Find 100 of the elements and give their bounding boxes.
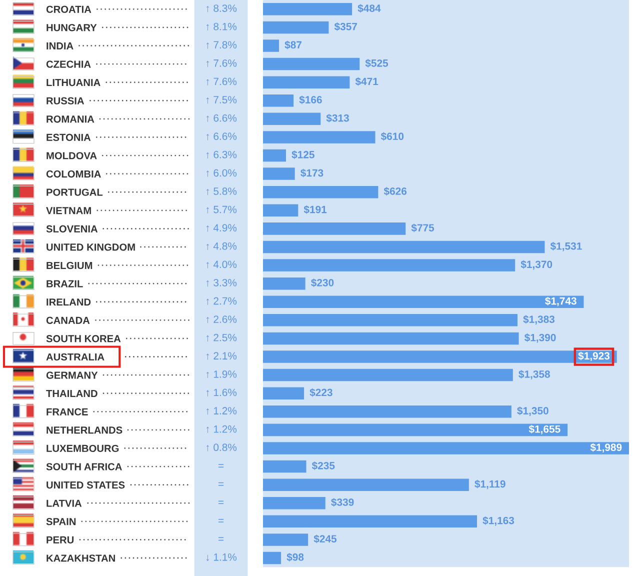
y-tick-label: HUNGARY [46, 24, 97, 32]
data-label: $191 [304, 205, 327, 214]
bar [263, 186, 378, 198]
bar [263, 3, 352, 16]
y2-tick-label: = [218, 464, 224, 468]
y2-tick-label: = [218, 500, 224, 504]
y2-tick-label: ↑ 7.6% [206, 59, 237, 68]
bar [263, 76, 350, 88]
data-label: $339 [331, 498, 354, 507]
y-tick-label: LATVIA [46, 500, 82, 507]
y-tick-label: PORTUGAL [46, 188, 103, 196]
y-tick-label: UNITED KINGDOM [46, 244, 135, 251]
data-label: $230 [311, 278, 334, 288]
y-tick-label: INDIA [46, 42, 74, 50]
data-label: $357 [334, 22, 357, 31]
y2-tick-label: ↑ 1.9% [206, 370, 237, 378]
y-tick-label: SPAIN [46, 518, 76, 526]
bar [263, 424, 568, 436]
y-tick-label: CROATIA [46, 6, 92, 13]
y-tick-label: RUSSIA [46, 97, 84, 104]
bar [263, 277, 306, 290]
y-tick-label: AUSTRALIA [46, 353, 104, 361]
y2-tick-label: ↑ 6.6% [206, 114, 237, 122]
y2-tick-label: ↑ 5.8% [206, 188, 237, 196]
y-tick-label: SOUTH AFRICA [46, 463, 122, 470]
data-label: $1,655 [528, 424, 560, 434]
y2-tick-label: ↑ 2.6% [206, 316, 237, 324]
y-tick-label: GERMANY [46, 372, 98, 379]
y-tick-label: LITHUANIA [46, 79, 100, 86]
data-label: $1,350 [517, 406, 548, 416]
bar [263, 478, 469, 491]
y2-tick-label: ↑ 5.7% [206, 206, 237, 214]
y-tick-label: BRAZIL [46, 280, 83, 288]
y2-tick-label: ↑ 7.5% [206, 96, 237, 104]
y2-tick-label: ↑ 4.9% [206, 224, 237, 232]
y-tick-label: PERU [46, 536, 74, 544]
data-label: $245 [314, 534, 337, 544]
bar [263, 222, 406, 235]
data-label: $125 [292, 150, 314, 159]
y2-tick-label: ↑ 2.1% [206, 352, 237, 360]
data-label: $166 [299, 96, 322, 104]
y-tick-label: CZECHIA [46, 60, 91, 68]
data-label: $525 [365, 58, 388, 68]
bar [263, 332, 519, 345]
data-label: $313 [326, 114, 349, 122]
y-tick-label: IRELAND [46, 298, 91, 306]
bar [263, 240, 545, 254]
bar [263, 112, 321, 126]
data-label: $223 [310, 388, 332, 397]
y-tick-label: ESTONIA [46, 134, 91, 141]
y2-tick-label: ↓ 1.1% [206, 553, 237, 562]
y2-tick-label: ↑ 8.1% [206, 22, 237, 30]
y2-tick-label: ↑ 2.7% [206, 297, 237, 305]
y2-tick-label: = [218, 519, 224, 522]
data-label: $1,390 [524, 333, 556, 343]
data-label: $610 [380, 132, 404, 141]
y2-tick-label: ↑ 6.6% [206, 132, 237, 140]
y2-tick-label: = [218, 537, 224, 541]
data-label: $1,119 [474, 480, 506, 490]
y-tick-label: UNITED STATES [46, 481, 125, 489]
y2-tick-label: ↑ 6.0% [206, 169, 237, 177]
y-tick-label: VIETNAM [46, 207, 91, 214]
bar [263, 259, 516, 272]
data-label: $173 [300, 168, 324, 178]
data-label: $1,989 [590, 443, 622, 453]
data-label: $1,531 [550, 242, 582, 252]
y-tick-label: FRANCE [46, 408, 88, 416]
bar [263, 204, 298, 217]
bar [263, 552, 282, 564]
data-label: $775 [411, 224, 434, 232]
data-label: $98 [286, 552, 304, 562]
y-tick-label: BELGIUM [46, 262, 92, 270]
bar [263, 460, 306, 473]
y-tick-label: CANADA [46, 316, 90, 324]
bar [263, 168, 295, 180]
bar [263, 496, 326, 510]
bar [263, 387, 304, 400]
bar [263, 406, 512, 418]
bar [263, 368, 513, 382]
bar [263, 21, 329, 34]
y2-tick-label: ↑ 2.5% [206, 334, 237, 342]
y2-tick-label: ↑ 1.2% [206, 407, 237, 415]
y2-tick-label: ↑ 1.6% [206, 388, 237, 396]
y2-tick-label: ↑ 7.8% [206, 41, 237, 49]
y2-tick-label: ↑ 0.8% [206, 444, 237, 452]
y2-tick-label: ↑ 1.2% [206, 425, 237, 433]
y2-tick-label: ↑ 7.6% [206, 78, 237, 86]
y2-tick-label: ↑ 6.3% [206, 150, 237, 159]
y2-tick-label: ↑ 4.8% [206, 242, 237, 250]
y-tick-label: ROMANIA [46, 116, 94, 123]
y-tick-label: MOLDOVA [46, 152, 97, 160]
y2-tick-label: = [218, 482, 224, 486]
bar [263, 296, 584, 308]
y-tick-label: NETHERLANDS [46, 426, 122, 434]
y-tick-label: KAZAKHSTAN [46, 554, 115, 562]
y-tick-label: THAILAND [46, 390, 98, 398]
data-label: $235 [312, 461, 335, 470]
y-tick-label: COLOMBIA [46, 170, 101, 178]
bar [263, 515, 478, 528]
data-label: $1,163 [482, 516, 514, 526]
